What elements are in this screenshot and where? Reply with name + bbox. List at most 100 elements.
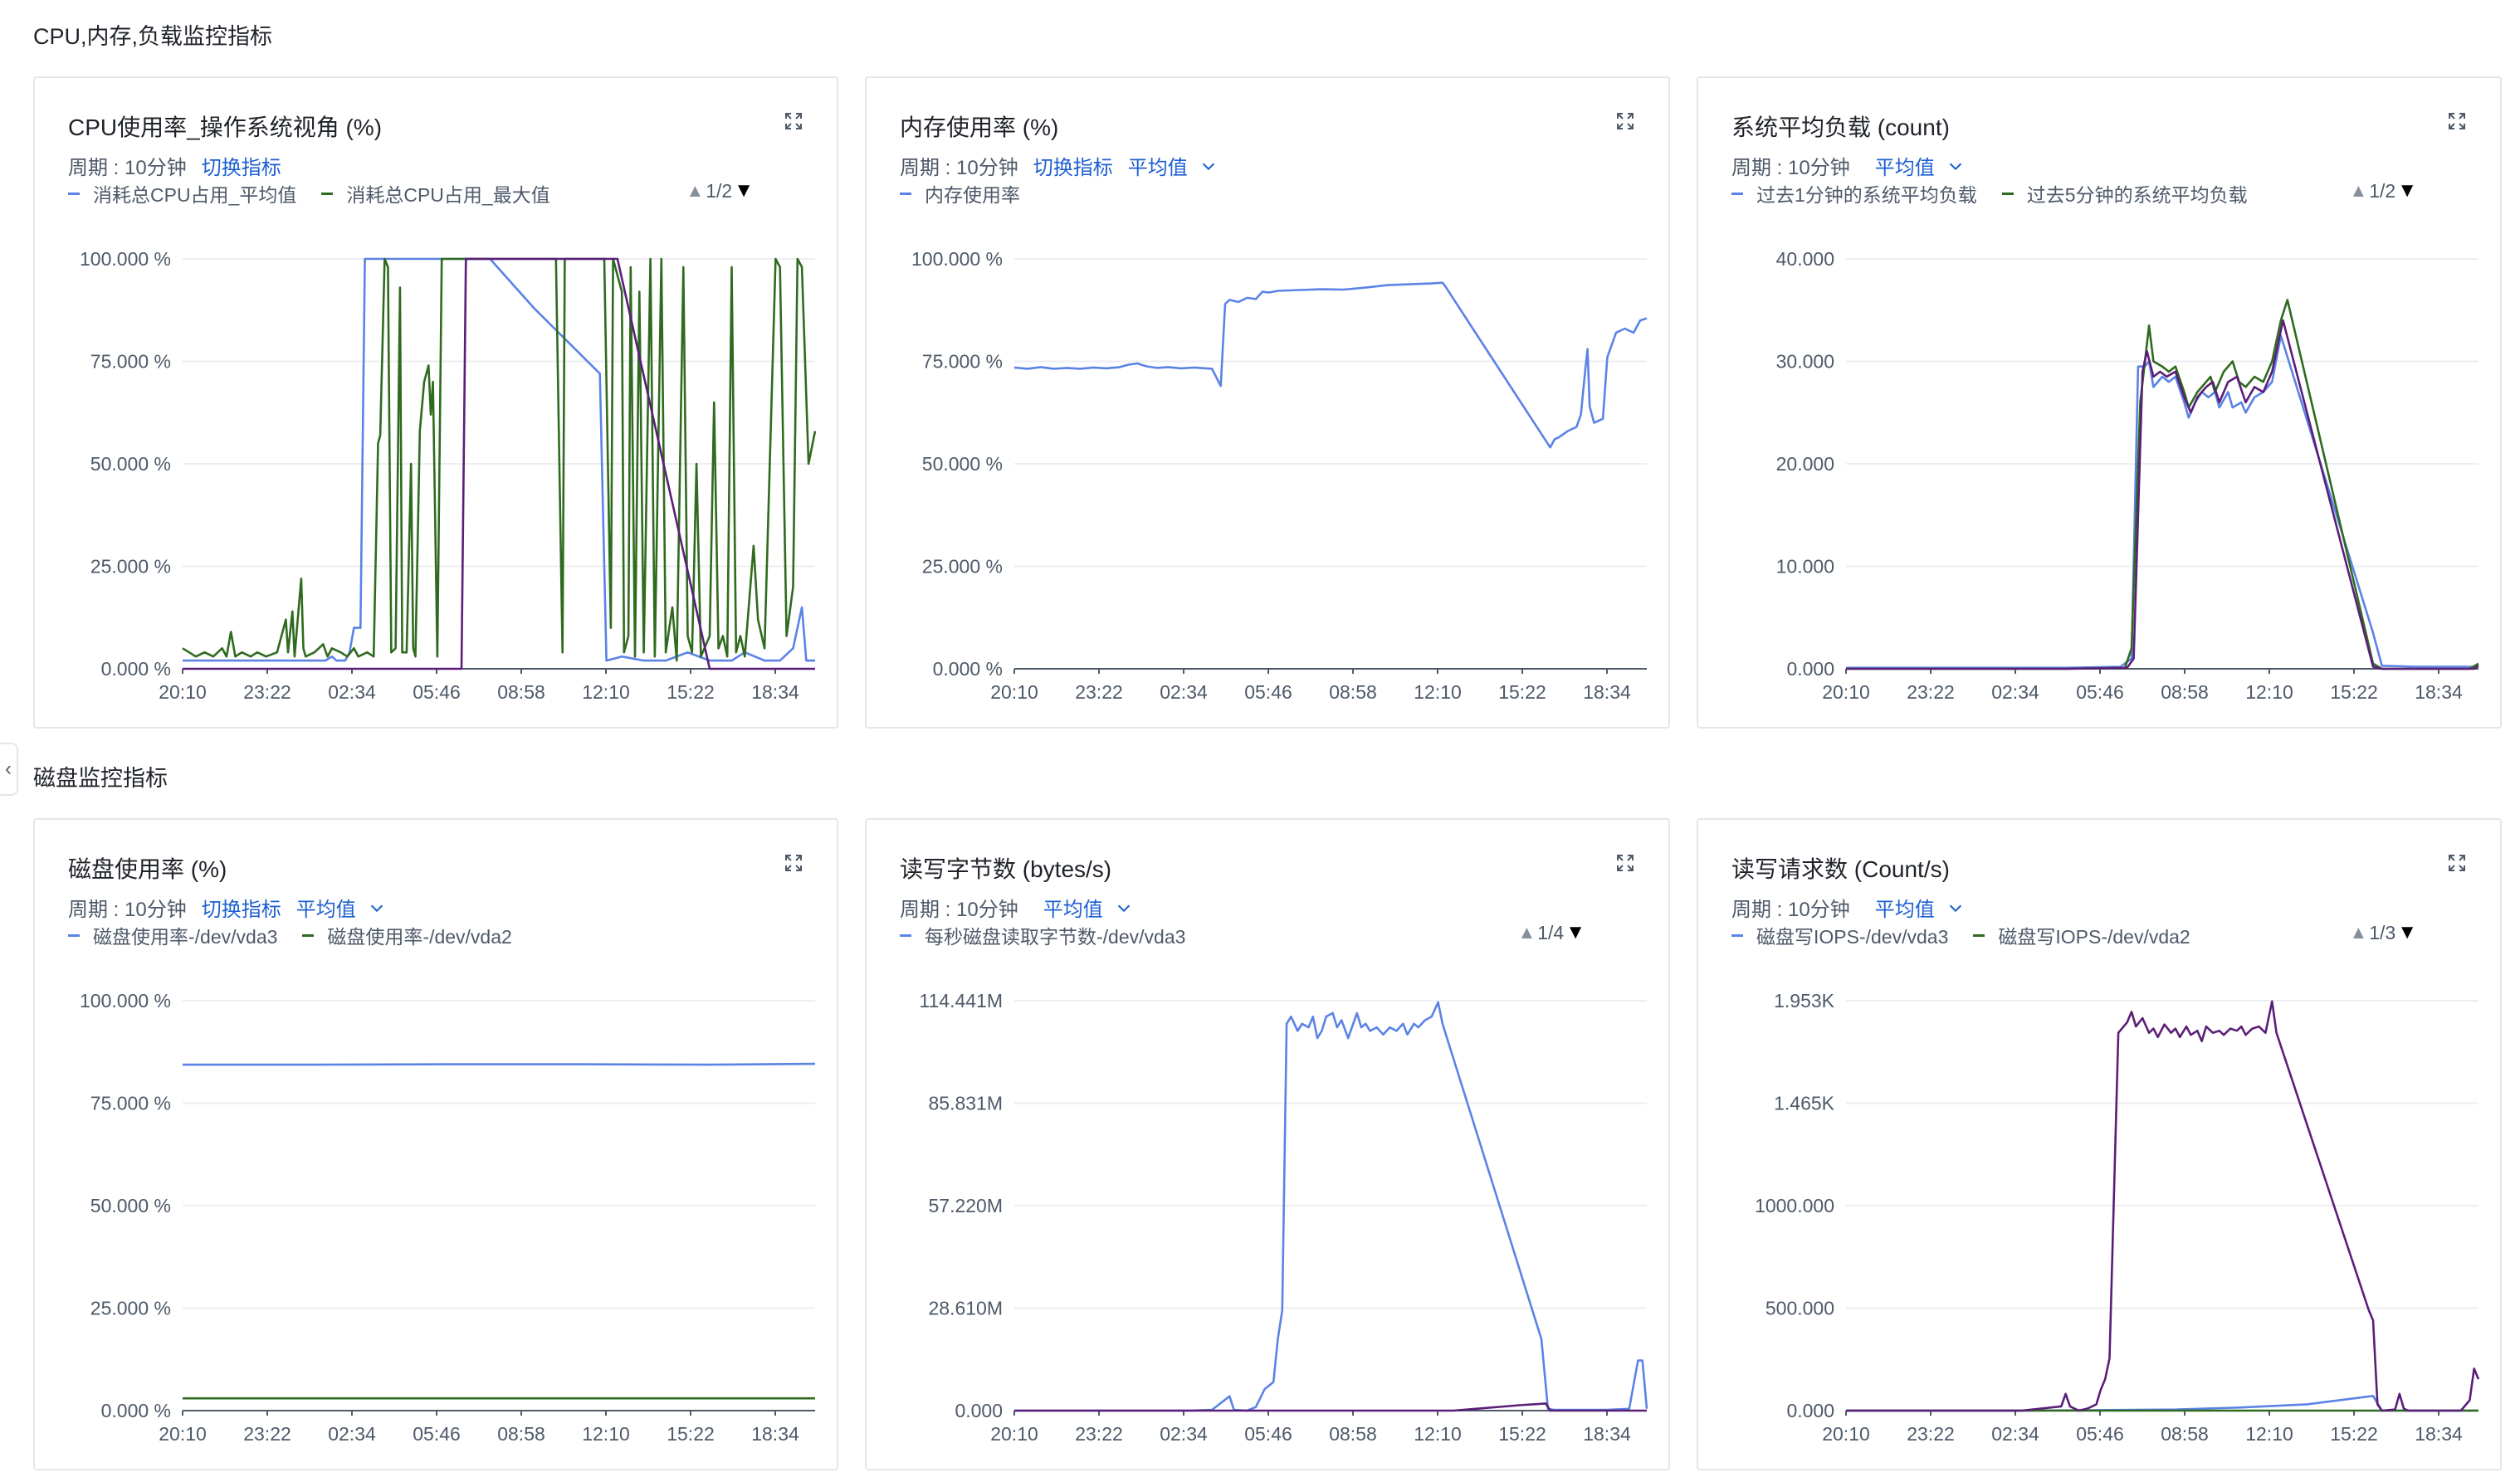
section-title-disk: 磁盘监控指标	[33, 766, 168, 791]
series-line[interactable]	[1014, 1001, 1648, 1412]
series-line[interactable]	[1846, 1395, 2478, 1412]
legend-prev-icon[interactable]: ▲	[2349, 922, 2368, 943]
aggregation-select[interactable]: 平均值	[1874, 157, 1935, 179]
series-line[interactable]	[1846, 1000, 2480, 1412]
period-label: 周期 : 10分钟	[68, 157, 187, 179]
legend-next-icon[interactable]: ▼	[2397, 921, 2417, 943]
series-line[interactable]	[1014, 1402, 1647, 1412]
chevron-down-icon[interactable]	[1946, 899, 1965, 917]
y-tick-label: 1.465K	[1774, 1093, 1835, 1114]
legend-item[interactable]: 消耗总CPU占用_最大值	[321, 179, 550, 207]
chart-meta: 周期 : 10分钟 切换指标 平均值	[68, 893, 386, 922]
legend-label: 消耗总CPU占用_最大值	[346, 184, 550, 206]
aggregation-select[interactable]: 平均值	[295, 899, 356, 921]
series-line[interactable]	[183, 1062, 816, 1066]
legend-pager: ▲ 1/2 ▼	[686, 179, 754, 202]
legend-swatch	[321, 192, 334, 195]
chart-card: 内存使用率 (%) 周期 : 10分钟 切换指标 平均值 内存使用率 0.000 % 25.…	[865, 76, 1670, 729]
y-tick-label: 114.441M	[919, 990, 1003, 1011]
legend-next-icon[interactable]: ▼	[1565, 921, 1585, 943]
x-tick-label: 18:34	[1583, 681, 1631, 703]
y-tick-label: 0.000	[955, 1400, 1003, 1421]
legend-swatch	[1973, 933, 1985, 937]
legend-swatch	[1731, 192, 1743, 195]
legend-prev-icon[interactable]: ▲	[2349, 180, 2368, 201]
chevron-down-icon[interactable]	[1199, 157, 1218, 175]
x-tick-label: 23:22	[1075, 681, 1123, 703]
x-tick-label: 12:10	[2245, 681, 2293, 703]
x-tick-label: 18:34	[1583, 1423, 1631, 1445]
y-tick-label: 0.000 %	[101, 1400, 171, 1421]
y-tick-label: 10.000	[1776, 556, 1834, 578]
series-line[interactable]	[1846, 299, 2479, 670]
series-line[interactable]	[1013, 281, 1648, 449]
expand-icon[interactable]	[784, 853, 803, 873]
x-tick-label: 02:34	[1991, 1423, 2039, 1445]
aggregation-select[interactable]: 平均值	[1127, 157, 1188, 179]
legend-label: 磁盘写IOPS-/dev/vda2	[1998, 926, 2190, 948]
series-line[interactable]	[1846, 319, 2479, 670]
y-tick-label: 100.000 %	[80, 248, 171, 270]
series-line[interactable]	[1846, 334, 2478, 670]
x-tick-label: 23:22	[243, 681, 291, 703]
x-tick-label: 05:46	[1244, 681, 1292, 703]
legend-next-icon[interactable]: ▼	[734, 179, 754, 202]
expand-icon[interactable]	[1615, 853, 1635, 873]
chevron-down-icon[interactable]	[1946, 157, 1965, 175]
period-label: 周期 : 10分钟	[68, 899, 187, 921]
line-chart: 0.000 500.000 1000.000 1.465K 1.953K 20:10 23:…	[1755, 990, 2480, 1445]
legend-item[interactable]: 过去1分钟的系统平均负载	[1731, 179, 1977, 207]
aggregation-select[interactable]: 平均值	[1043, 899, 1103, 921]
chevron-down-icon[interactable]	[368, 899, 386, 917]
chevron-down-icon[interactable]	[1115, 899, 1133, 917]
legend-item[interactable]: 内存使用率	[900, 179, 1020, 207]
chart-title: CPU使用率_操作系统视角 (%)	[68, 115, 383, 140]
chart-title: 读写字节数 (bytes/s)	[900, 856, 1112, 882]
expand-icon[interactable]	[2447, 111, 2467, 131]
chart-card: CPU使用率_操作系统视角 (%) 周期 : 10分钟 切换指标消耗总CPU占用_平…	[33, 76, 838, 729]
aggregation-select[interactable]: 平均值	[1874, 899, 1935, 921]
x-tick-label: 18:34	[2415, 1423, 2463, 1445]
legend-item[interactable]: 磁盘写IOPS-/dev/vda2	[1973, 921, 2190, 949]
chart-meta: 周期 : 10分钟 切换指标	[68, 151, 281, 180]
legend-item[interactable]: 磁盘使用率-/dev/vda2	[302, 921, 512, 949]
y-tick-label: 20.000	[1776, 453, 1834, 475]
y-tick-label: 57.220M	[928, 1195, 1003, 1216]
switch-metric-link[interactable]: 切换指标	[1033, 157, 1113, 179]
chart-card: 系统平均负载 (count) 周期 : 10分钟 平均值 过去1分钟的系统平均负载 过去…	[1697, 76, 2502, 729]
legend-next-icon[interactable]: ▼	[2397, 179, 2417, 202]
x-tick-label: 12:10	[1414, 1423, 1462, 1445]
legend-item[interactable]: 过去5分钟的系统平均负载	[2001, 179, 2248, 207]
period-label: 周期 : 10分钟	[1731, 157, 1850, 179]
chart-legend: 磁盘写IOPS-/dev/vda3 磁盘写IOPS-/dev/vda2	[1731, 921, 2215, 949]
collapse-panel-button[interactable]: ‹	[0, 743, 18, 796]
legend-item[interactable]: 磁盘写IOPS-/dev/vda3	[1731, 921, 1948, 949]
legend-prev-icon[interactable]: ▲	[1517, 922, 1536, 943]
x-tick-label: 12:10	[2245, 1423, 2293, 1445]
legend-swatch	[68, 192, 80, 195]
x-tick-label: 20:10	[1822, 1423, 1870, 1445]
x-tick-label: 02:34	[1160, 1423, 1208, 1445]
y-tick-label: 500.000	[1765, 1298, 1834, 1319]
series-line[interactable]	[183, 257, 815, 662]
legend-prev-icon[interactable]: ▲	[686, 180, 705, 201]
legend-label: 消耗总CPU占用_平均值	[93, 184, 297, 206]
expand-icon[interactable]	[1615, 111, 1635, 131]
switch-metric-link[interactable]: 切换指标	[201, 899, 281, 921]
chart-legend: 内存使用率	[900, 179, 1045, 207]
legend-label: 磁盘使用率-/dev/vda3	[93, 926, 278, 948]
expand-icon[interactable]	[2447, 853, 2467, 873]
x-tick-label: 08:58	[1329, 681, 1377, 703]
x-tick-label: 15:22	[2330, 681, 2378, 703]
legend-item[interactable]: 每秒磁盘读取字节数-/dev/vda3	[900, 921, 1185, 949]
legend-pager: ▲ 1/2 ▼	[2349, 179, 2417, 202]
switch-metric-link[interactable]: 切换指标	[201, 157, 281, 179]
legend-item[interactable]: 磁盘使用率-/dev/vda3	[68, 921, 277, 949]
expand-icon[interactable]	[784, 111, 803, 131]
series-line[interactable]	[182, 257, 817, 662]
series-line[interactable]	[183, 257, 815, 670]
y-tick-label: 50.000 %	[90, 453, 171, 475]
legend-label: 内存使用率	[925, 184, 1020, 206]
x-tick-label: 02:34	[328, 681, 376, 703]
legend-item[interactable]: 消耗总CPU占用_平均值	[68, 179, 296, 207]
